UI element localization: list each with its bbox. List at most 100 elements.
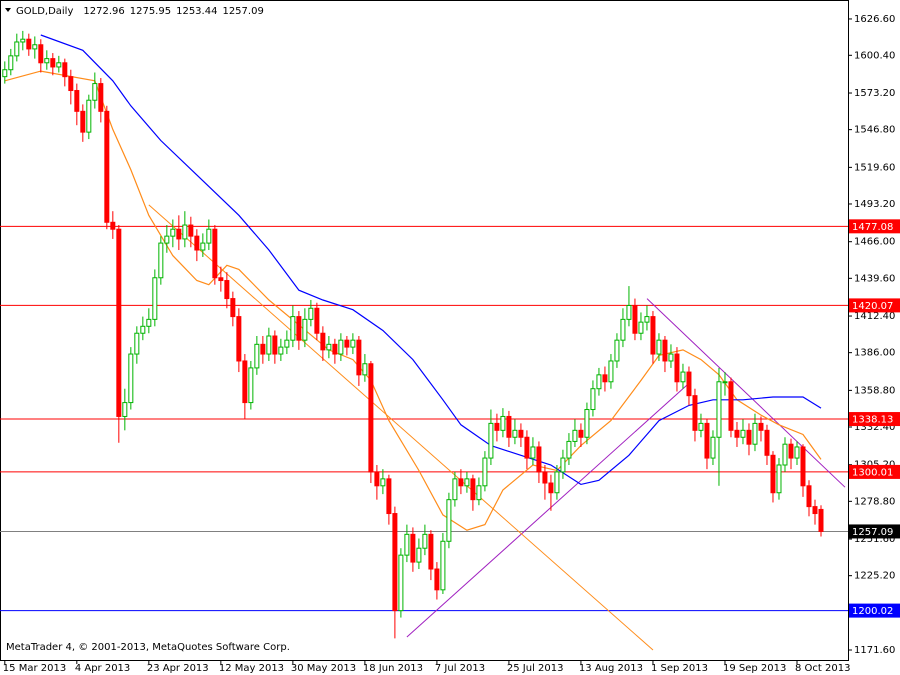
level-label: 1257.09 bbox=[852, 527, 893, 538]
moving-average bbox=[40, 34, 822, 486]
candle-body bbox=[2, 69, 8, 78]
candle-body bbox=[578, 429, 584, 438]
level-label-box bbox=[849, 298, 900, 313]
y-tick-label: 1332.40 bbox=[854, 422, 895, 433]
symbol: GOLD,Daily bbox=[16, 6, 73, 17]
trendline bbox=[148, 204, 654, 651]
candle-body bbox=[308, 307, 314, 320]
candle-body bbox=[638, 321, 644, 334]
candle-body bbox=[290, 316, 296, 341]
y-tick-label: 1626.60 bbox=[854, 14, 895, 25]
x-tick-label: 25 Jul 2013 bbox=[507, 663, 564, 674]
candle-body bbox=[350, 339, 356, 348]
candle-body bbox=[368, 363, 374, 473]
candle-body bbox=[92, 83, 98, 101]
candle-body bbox=[314, 307, 320, 334]
chart-header: GOLD,Daily 1272.96 1275.95 1253.44 1257.09 bbox=[16, 6, 264, 17]
candle-body bbox=[404, 533, 410, 556]
candle-body bbox=[338, 339, 344, 355]
candle-body bbox=[674, 353, 680, 383]
candle-body bbox=[506, 415, 512, 438]
x-tick-label: 30 May 2013 bbox=[291, 663, 356, 674]
candle-body bbox=[512, 429, 518, 438]
y-tick-label: 1412.40 bbox=[854, 311, 895, 322]
y-tick-label: 1386.00 bbox=[854, 348, 895, 359]
candle-body bbox=[788, 443, 794, 459]
candle-body bbox=[710, 436, 716, 459]
candle-body bbox=[188, 224, 194, 237]
candle-body bbox=[524, 436, 530, 459]
candle-body bbox=[422, 533, 428, 549]
candle-body bbox=[752, 422, 758, 445]
candle-body bbox=[206, 228, 212, 244]
x-tick-label: 19 Sep 2013 bbox=[723, 663, 786, 674]
x-tick-label: 15 Mar 2013 bbox=[3, 663, 66, 674]
candle-body bbox=[98, 83, 104, 112]
y-tick-label: 1171.60 bbox=[854, 645, 895, 656]
candle-body bbox=[362, 363, 368, 376]
candle-body bbox=[620, 318, 626, 341]
candle-body bbox=[704, 422, 710, 459]
y-tick-label: 1573.20 bbox=[854, 88, 895, 99]
y-tick-label: 1466.00 bbox=[854, 237, 895, 248]
candle-body bbox=[434, 568, 440, 591]
close-value: 1257.09 bbox=[222, 6, 263, 17]
candle-body bbox=[380, 478, 386, 487]
candle-body bbox=[320, 332, 326, 351]
candle-body bbox=[236, 316, 242, 362]
y-tick-label: 1439.60 bbox=[854, 273, 895, 284]
level-label: 1338.13 bbox=[852, 415, 893, 426]
x-tick-label: 4 Apr 2013 bbox=[75, 663, 130, 674]
candle-body bbox=[428, 533, 434, 570]
candle-body bbox=[590, 388, 596, 411]
x-tick-label: 18 Jun 2013 bbox=[363, 663, 423, 674]
candle-body bbox=[386, 478, 392, 515]
candle-body bbox=[44, 58, 50, 64]
candle-body bbox=[266, 335, 272, 355]
candle-body bbox=[152, 277, 158, 320]
candle-body bbox=[782, 443, 788, 466]
candle-body bbox=[50, 58, 56, 68]
candle-body bbox=[410, 533, 416, 563]
candle-body bbox=[518, 429, 524, 438]
candle-body bbox=[170, 228, 176, 237]
candle-body bbox=[644, 316, 650, 323]
candle-body bbox=[278, 346, 284, 355]
candle-body bbox=[122, 402, 128, 417]
candle-body bbox=[584, 409, 590, 438]
candle-body bbox=[602, 374, 608, 383]
candle-body bbox=[80, 110, 86, 133]
candle-body bbox=[680, 371, 686, 383]
candle-body bbox=[140, 325, 146, 334]
level-label-box bbox=[849, 412, 900, 427]
plot-frame bbox=[0, 0, 849, 661]
candle-body bbox=[608, 360, 614, 383]
candle-body bbox=[62, 62, 68, 78]
candle-body bbox=[698, 422, 704, 431]
candle-body bbox=[416, 547, 422, 563]
candle-body bbox=[632, 304, 638, 334]
candle-body bbox=[158, 242, 164, 279]
candle-body bbox=[650, 316, 656, 355]
candle-body bbox=[488, 422, 494, 459]
candle-body bbox=[542, 471, 548, 484]
x-tick-label: 1 Sep 2013 bbox=[651, 663, 708, 674]
candle-body bbox=[626, 304, 632, 320]
candle-body bbox=[776, 464, 782, 494]
level-label: 1420.07 bbox=[852, 301, 893, 312]
candle-body bbox=[8, 55, 14, 71]
candle-body bbox=[146, 318, 152, 327]
low-value: 1253.44 bbox=[176, 6, 217, 17]
x-tick-label: 8 Oct 2013 bbox=[795, 663, 850, 674]
candle-body bbox=[662, 339, 668, 362]
level-label-box bbox=[849, 219, 900, 234]
candle-body bbox=[302, 318, 308, 341]
candle-body bbox=[656, 339, 662, 355]
candle-body bbox=[476, 485, 482, 501]
candle-body bbox=[248, 367, 254, 404]
candle-body bbox=[734, 429, 740, 438]
candle-body bbox=[764, 429, 770, 456]
open-value: 1272.96 bbox=[83, 6, 124, 17]
y-tick-label: 1519.60 bbox=[854, 162, 895, 173]
